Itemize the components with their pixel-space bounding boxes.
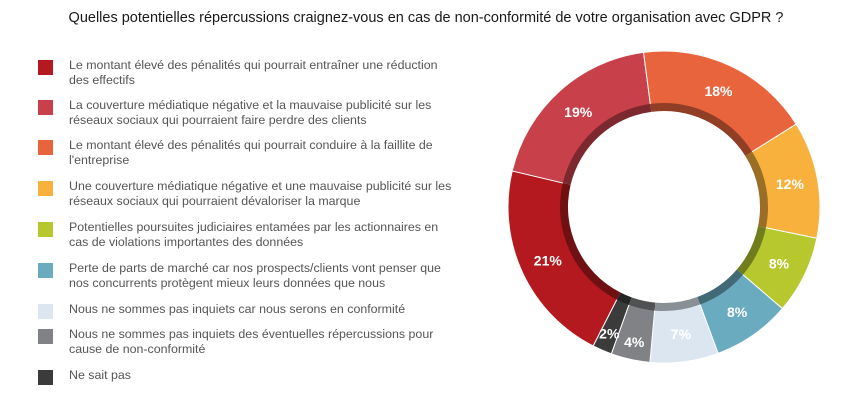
legend-label: Ne sait pas — [69, 368, 131, 382]
slice-value-label: 12% — [776, 176, 805, 192]
legend-label: Le montant élevé des pénalités qui pourr… — [69, 58, 438, 87]
legend-label: Potentielles poursuites judiciaires enta… — [69, 220, 439, 249]
legend-swatch — [38, 181, 53, 196]
donut-slice-inner-shade — [654, 297, 701, 311]
slice-value-label: 21% — [534, 253, 563, 269]
donut-slice-inner-shade — [650, 102, 753, 156]
legend-label: Une couverture médiatique négative et un… — [69, 179, 452, 208]
slice-value-label: 18% — [704, 83, 733, 99]
donut-slices — [507, 50, 821, 364]
slice-value-label: 2% — [599, 326, 620, 342]
legend-label: Perte de parts de marché car nos prospec… — [69, 261, 441, 290]
legend-item: Potentielles poursuites judiciaires enta… — [38, 220, 508, 250]
legend-item: La couverture médiatique négative et la … — [38, 98, 508, 128]
legend-item: Le montant élevé des pénalités qui pourr… — [38, 58, 508, 88]
donut-slice-inner-shade — [628, 297, 656, 311]
legend-swatch — [38, 222, 53, 237]
legend-item: Une couverture médiatique négative et un… — [38, 179, 508, 209]
legend-label: Nous ne sommes pas inquiets des éventuel… — [69, 327, 434, 356]
legend-item: Ne sait pas — [38, 368, 508, 385]
donut-chart: 21% 19% 18% 12% 8% 8% 7% 4%2% — [507, 50, 821, 364]
donut-slice-inner-shade — [562, 103, 652, 185]
slice-value-label: 19% — [564, 104, 593, 120]
donut-slice-inner-shade — [745, 151, 769, 228]
legend-item: Nous ne sommes pas inquiets car nous ser… — [38, 302, 508, 319]
slice-value-label: 8% — [769, 255, 790, 271]
slice-value-label: 8% — [727, 304, 748, 320]
legend-item: Le montant élevé des pénalités qui pourr… — [38, 138, 508, 168]
legend-swatch — [38, 304, 53, 319]
donut-value-labels: 21% 19% 18% 12% 8% 8% 7% 4%2% — [534, 83, 805, 350]
slice-value-label: 7% — [671, 326, 692, 342]
legend-swatch — [38, 370, 53, 385]
legend-label: Nous ne sommes pas inquiets car nous ser… — [69, 302, 406, 316]
donut-slice-inner-shade — [616, 292, 632, 305]
legend-swatch — [38, 329, 53, 344]
legend-item: Perte de parts de marché car nos prospec… — [38, 261, 508, 291]
donut-slice-inner-shade — [560, 182, 621, 300]
legend-label: Le montant élevé des pénalités qui pourr… — [69, 138, 433, 167]
legend-item: Nous ne sommes pas inquiets des éventuel… — [38, 327, 508, 357]
legend-label: La couverture médiatique négative et la … — [69, 98, 432, 127]
legend-swatch — [38, 140, 53, 155]
donut-slice-inner-shade — [697, 269, 743, 305]
slice-value-label: 4% — [624, 334, 645, 350]
legend-swatch — [38, 263, 53, 278]
legend-swatch — [38, 60, 53, 75]
legend-swatch — [38, 100, 53, 115]
donut-slice-inner-shade — [736, 226, 766, 275]
chart-title: Quelles potentielles répercussions craig… — [68, 10, 784, 26]
donut-inner-ring — [560, 102, 769, 311]
